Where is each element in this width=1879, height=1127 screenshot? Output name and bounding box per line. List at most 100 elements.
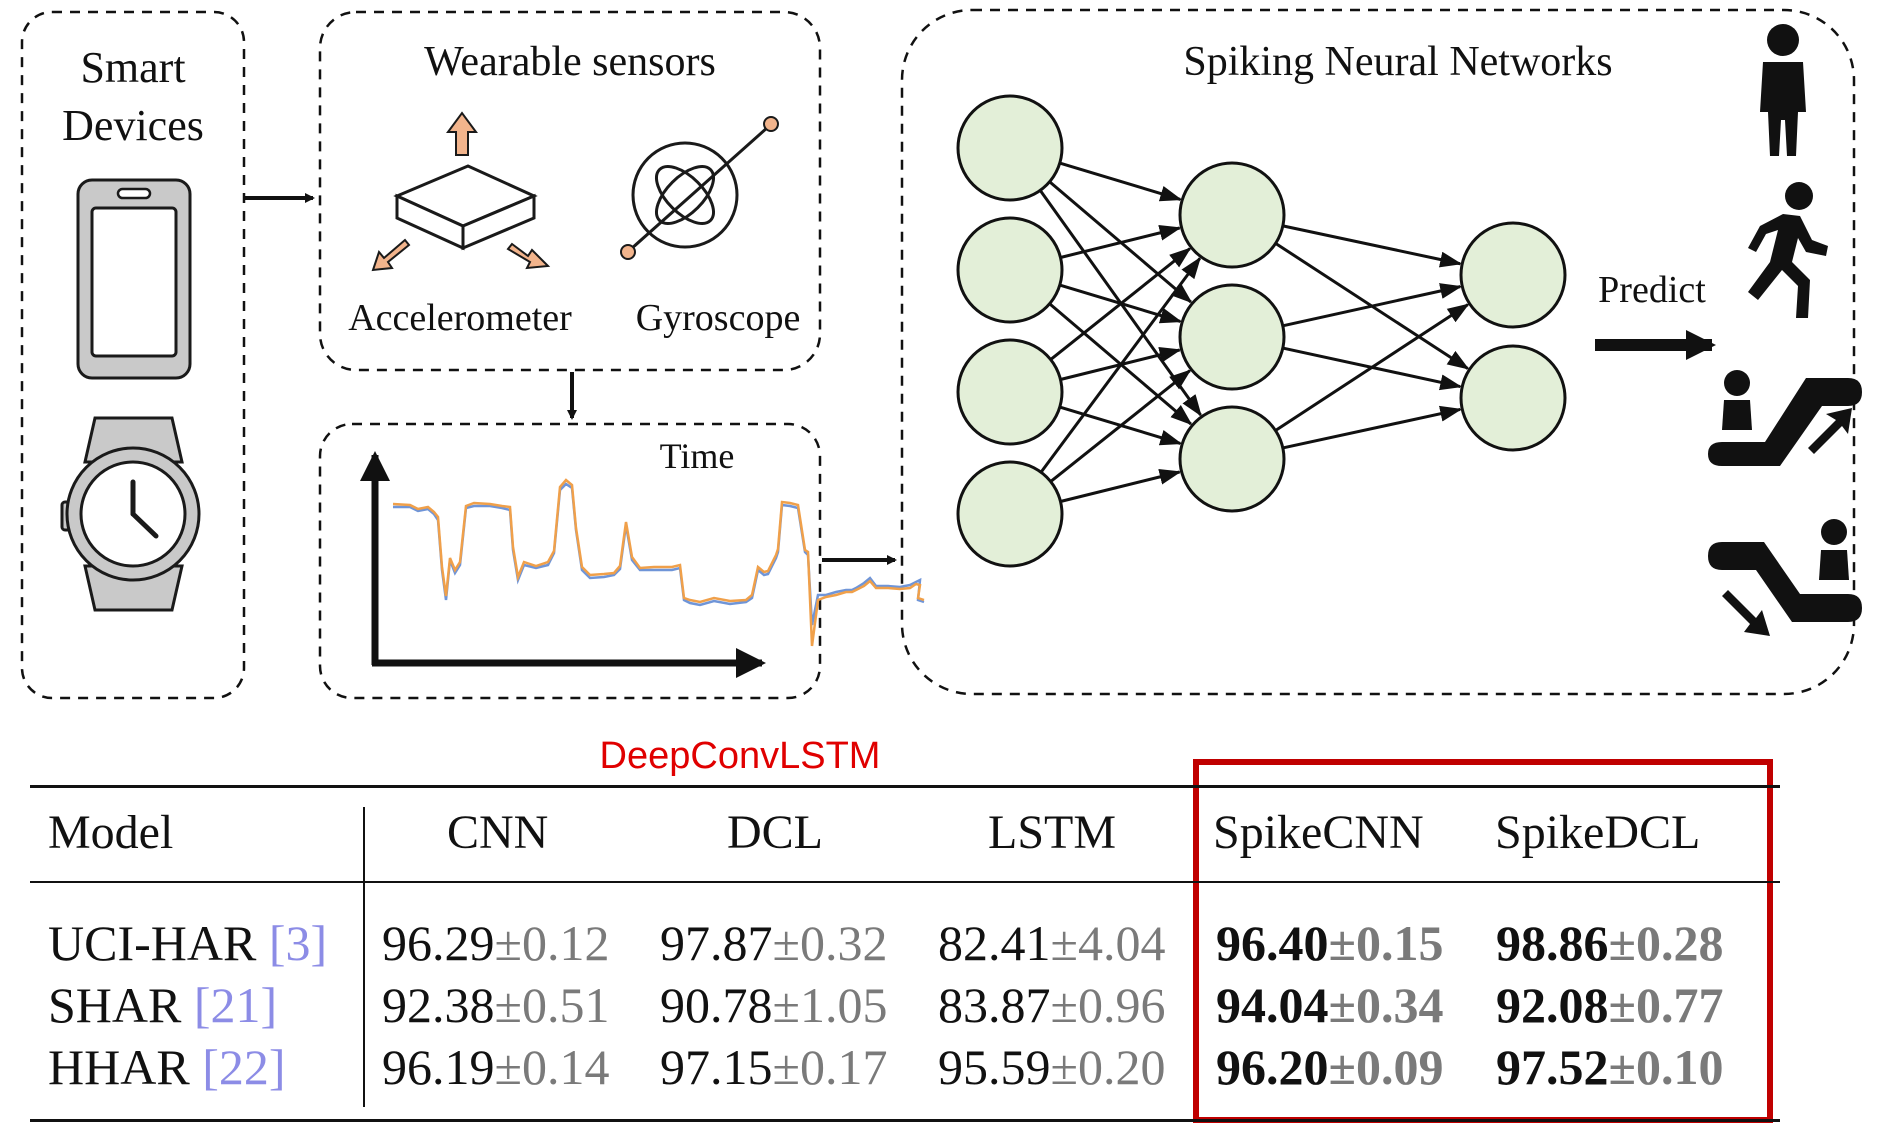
score-cell: 82.41±4.04	[938, 913, 1165, 973]
score-mean: 92.38	[382, 977, 495, 1033]
score-cell: 96.40±0.15	[1216, 913, 1443, 973]
smart-devices-title-line1: Smart	[80, 43, 185, 92]
score-cell: 83.87±0.96	[938, 975, 1165, 1035]
score-mean: 96.40	[1216, 915, 1329, 971]
network-edge	[1282, 224, 1463, 268]
network-edge	[1059, 161, 1183, 202]
score-mean: 97.52	[1496, 1039, 1609, 1095]
score-std: ±0.12	[494, 915, 610, 971]
snn-panel: Spiking Neural Networks Predict	[900, 8, 1856, 696]
score-std: ±0.09	[1328, 1039, 1444, 1095]
score-std: ±0.32	[772, 915, 888, 971]
score-std: ±0.51	[494, 977, 610, 1033]
table-column-divider	[363, 807, 365, 1107]
column-header: DCL	[727, 806, 823, 859]
score-mean: 95.59	[938, 1039, 1051, 1095]
score-cell: 90.78±1.05	[660, 975, 887, 1035]
gyroscope-icon	[620, 116, 779, 260]
network-edges	[1038, 161, 1470, 503]
column-header: LSTM	[988, 806, 1117, 859]
neuron-node	[956, 216, 1064, 324]
network-edge	[1049, 369, 1192, 483]
snn-title: Spiking Neural Networks	[1183, 39, 1612, 85]
neuron-node	[956, 338, 1064, 446]
snn-box	[900, 8, 1856, 696]
running-person-icon	[1748, 182, 1828, 318]
score-mean: 97.15	[660, 1039, 773, 1095]
neuron-node	[1459, 344, 1567, 452]
smart-devices-box	[20, 10, 246, 700]
score-cell: 94.04±0.34	[1216, 975, 1443, 1035]
score-cell: 97.52±0.10	[1496, 1037, 1723, 1097]
score-std: ±0.28	[1608, 915, 1724, 971]
score-mean: 90.78	[660, 977, 773, 1033]
score-mean: 96.20	[1216, 1039, 1329, 1095]
deepconvlstm-label: DeepConvLSTM	[600, 735, 881, 777]
score-mean: 94.04	[1216, 977, 1329, 1033]
time-series-panel: Time	[318, 422, 925, 700]
table-top-rule	[30, 785, 1780, 788]
score-cell: 97.87±0.32	[660, 913, 887, 973]
score-std: ±0.17	[772, 1039, 888, 1095]
score-std: ±0.14	[494, 1039, 610, 1095]
dataset-name: UCI-HAR	[48, 915, 257, 971]
smartwatch-icon	[60, 416, 201, 612]
neuron-node	[1459, 221, 1567, 329]
dataset-name: HHAR	[48, 1039, 190, 1095]
neuron-node	[1178, 405, 1286, 513]
table-row: HHAR [22] 96.19±0.14 97.15±0.17 95.59±0.20 9…	[30, 1037, 1780, 1097]
score-cell: 96.19±0.14	[382, 1037, 609, 1097]
accelerometer-icon	[371, 111, 551, 272]
neuron-node	[956, 94, 1064, 202]
score-cell: 92.08±0.77	[1496, 975, 1723, 1035]
wearable-sensors-title: Wearable sensors	[424, 39, 716, 85]
column-header: Model	[48, 806, 174, 859]
score-mean: 83.87	[938, 977, 1051, 1033]
smartphone-icon	[76, 178, 192, 380]
score-mean: 82.41	[938, 915, 1051, 971]
score-cell: 92.38±0.51	[382, 975, 609, 1035]
accelerometer-label: Accelerometer	[348, 297, 572, 339]
column-header: SpikeCNN	[1213, 806, 1424, 859]
time-series-box	[318, 422, 822, 700]
smart-devices-title-line2: Devices	[62, 101, 204, 150]
network-edge	[1282, 405, 1463, 450]
gyroscope-label: Gyroscope	[636, 297, 801, 339]
neuron-node	[1178, 283, 1286, 391]
score-cell: 98.86±0.28	[1496, 913, 1723, 973]
network-edge	[1274, 303, 1470, 432]
predict-label: Predict	[1598, 269, 1706, 311]
citation-link[interactable]: [3]	[268, 915, 328, 971]
score-cell: 96.20±0.09	[1216, 1037, 1443, 1097]
table-header-row: Model CNN DCL LSTM SpikeCNN SpikeDCL	[30, 803, 1780, 863]
column-header: SpikeDCL	[1495, 806, 1701, 859]
neuron-node	[956, 460, 1064, 568]
time-label: Time	[660, 436, 735, 476]
score-mean: 92.08	[1496, 977, 1609, 1033]
dataset-name-cell: SHAR [21]	[48, 975, 277, 1035]
table-bottom-rule	[30, 1119, 1780, 1122]
score-std: ±1.05	[772, 977, 888, 1033]
score-std: ±4.04	[1050, 915, 1166, 971]
citation-link[interactable]: [22]	[202, 1039, 286, 1095]
network-edge	[1049, 247, 1192, 361]
dataset-name-cell: UCI-HAR [3]	[48, 913, 327, 973]
standing-person-icon	[1760, 24, 1806, 156]
citation-link[interactable]: [21]	[193, 977, 278, 1033]
escalator-down-icon	[1708, 519, 1862, 636]
network-edge	[1282, 283, 1463, 328]
score-std: ±0.15	[1328, 915, 1444, 971]
score-std: ±0.77	[1608, 977, 1724, 1033]
network-edge	[1060, 225, 1182, 259]
score-cell: 96.29±0.12	[382, 913, 609, 973]
score-mean: 96.19	[382, 1039, 495, 1095]
score-std: ±0.20	[1050, 1039, 1166, 1095]
score-mean: 96.29	[382, 915, 495, 971]
table-row: UCI-HAR [3] 96.29±0.12 97.87±0.32 82.41±4.0…	[30, 913, 1780, 973]
network-edge	[1060, 469, 1182, 503]
wearable-sensors-panel: Wearable sensors Accelerometer Gyroscope	[318, 10, 822, 372]
network-edge	[1039, 256, 1202, 474]
table-row: SHAR [21] 92.38±0.51 90.78±1.05 83.87±0.96 9…	[30, 975, 1780, 1035]
